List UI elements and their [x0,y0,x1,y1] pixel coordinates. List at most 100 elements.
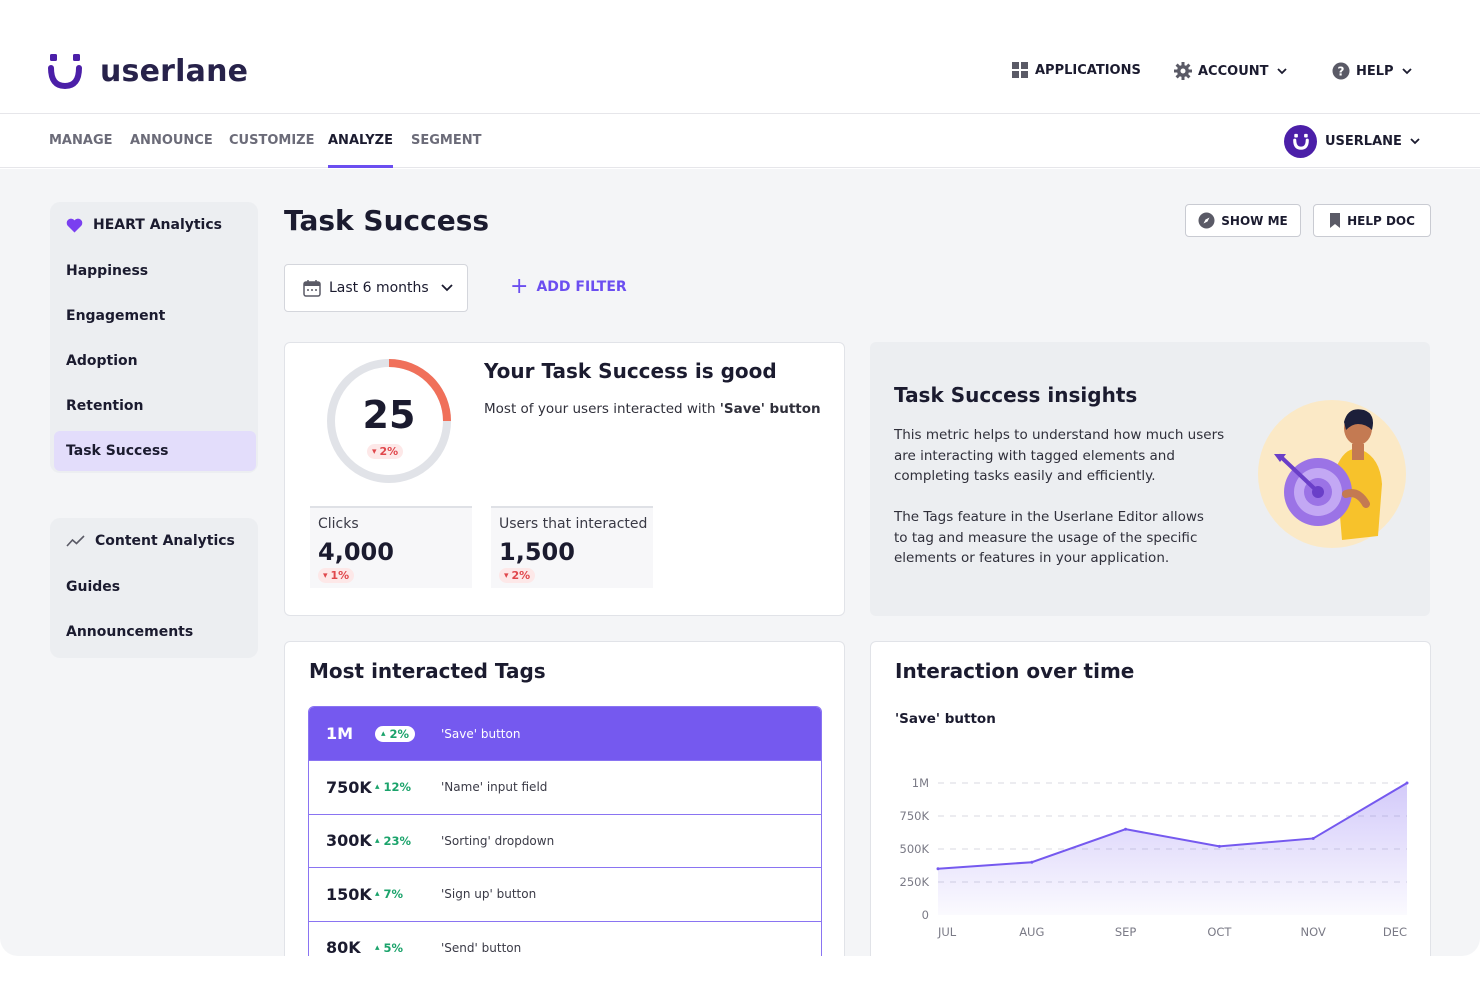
tag-delta-badge: 2% [375,725,416,742]
top-bar: userlane APPLICATIONS ACCOUNT ? HELP [0,0,1480,114]
gauge-fill [388,359,451,422]
insights-paragraph-2: The Tags feature in the Userlane Editor … [894,507,1234,569]
tab-analyze[interactable]: ANALYZE [328,114,393,168]
x-tick-label: JUL [937,925,957,939]
y-tick-label: 0 [922,908,929,922]
bookmark-icon [1330,213,1341,228]
tab-announce[interactable]: ANNOUNCE [130,133,213,148]
series-line [937,782,1408,870]
most-interacted-tags-card: Most interacted Tags 1M 2% 'Save' button… [284,641,845,956]
nav-help-label: HELP [1356,63,1394,79]
data-point [936,867,940,871]
tag-count: 1M [326,724,354,743]
trend-line-icon [66,535,85,547]
interaction-over-time-card: Interaction over time 'Save' button 0 250… [870,641,1431,956]
x-tick-label: DEC [1383,925,1407,939]
chart-series-label: 'Save' button [895,711,996,727]
tag-count: 750K [326,777,372,797]
insights-line: elements or features in your application… [894,550,1170,566]
compass-icon [1198,212,1215,229]
logo[interactable]: userlane [48,52,248,90]
interaction-chart: 0 250K 500K 750K 1M JUL AUG SEP OCT NOV DEC [900,776,1409,939]
date-range-value: Last 6 months [329,280,429,296]
target-illustration [1258,400,1406,548]
list-item[interactable]: 80K 5% 'Send' button [309,921,821,956]
insights-panel: Task Success insights This metric helps … [870,342,1430,616]
score-description-tag: 'Save' button [719,401,821,417]
nav-account-label: ACCOUNT [1198,63,1269,79]
stat-users-interacted: Users that interacted 1,500 2% [491,506,653,588]
show-me-button[interactable]: SHOW ME [1185,204,1301,237]
date-range-select[interactable]: Last 6 months [284,264,468,312]
chevron-down-icon [1410,138,1420,145]
x-tick-label: NOV [1301,925,1326,939]
sidebar-item-task-success[interactable]: Task Success [54,431,256,471]
stat-value: 4,000 [318,538,394,566]
task-success-score-card: 25 2% Your Task Success is good Most of … [284,342,845,616]
tab-segment[interactable]: SEGMENT [411,133,482,148]
tag-name: 'Send' button [441,940,522,955]
data-point [1030,860,1034,864]
list-item[interactable]: 1M 2% 'Save' button [309,707,821,761]
tag-delta-badge: 12% [375,780,412,794]
insights-line: The Tags feature in the Userlane Editor … [894,509,1204,525]
tag-count: 150K [326,884,372,904]
heart-analytics-menu: HEART Analytics Happiness Engagement Ado… [50,202,258,473]
insights-line: are interacting with tagged elements and [894,447,1175,464]
sidebar-item-announcements[interactable]: Announcements [66,624,194,640]
plus-icon: + [510,274,529,299]
chart-title: Interaction over time [895,659,1135,683]
sidebar-item-happiness[interactable]: Happiness [66,263,149,279]
help-doc-button[interactable]: HELP DOC [1313,204,1431,237]
tags-title: Most interacted Tags [309,659,546,683]
heart-icon [66,218,83,232]
main-content: HEART Analytics Happiness Engagement Ado… [0,169,1480,956]
svg-text:?: ? [1338,65,1345,79]
insights-line: completing tasks easily and efficiently. [894,468,1156,484]
nav-help[interactable]: ? HELP [1332,62,1418,80]
nav-applications[interactable]: APPLICATIONS [1012,62,1141,79]
question-icon: ? [1332,62,1350,80]
tab-manage[interactable]: MANAGE [49,133,113,148]
list-item[interactable]: 150K 7% 'Sign up' button [309,868,821,922]
tab-customize[interactable]: CUSTOMIZE [229,133,315,148]
calendar-icon [303,280,321,297]
add-filter-button[interactable]: + ADD FILTER [510,274,627,299]
grid-icon [1012,62,1028,78]
stat-label: Clicks [318,516,359,532]
tag-count: 80K [326,938,361,956]
list-item[interactable]: 750K 12% 'Name' input field [309,761,821,815]
sidebar-item-retention[interactable]: Retention [66,398,144,414]
list-item[interactable]: 300K 23% 'Sorting' dropdown [309,814,821,868]
data-point [1124,827,1128,831]
page-title: Task Success [284,204,490,237]
logo-icon [1292,133,1309,150]
content-analytics-title: Content Analytics [95,533,235,549]
tag-name: 'Save' button [441,726,521,741]
stat-delta-badge: 1% [318,568,355,583]
tag-name: 'Sorting' dropdown [441,833,555,848]
x-tick-label: OCT [1207,925,1232,939]
score-gauge [327,359,451,483]
tags-list: 1M 2% 'Save' button 750K 12% 'Name' inpu… [308,706,822,956]
tag-name: 'Name' input field [441,780,548,795]
score-heading: Your Task Success is good [484,359,777,383]
avatar [1284,125,1317,158]
stat-clicks: Clicks 4,000 1% [310,506,472,588]
insights-title: Task Success insights [894,383,1138,407]
y-tick-label: 500K [900,842,930,856]
sidebar-item-guides[interactable]: Guides [66,579,121,595]
score-description: Most of your users interacted with 'Save… [484,401,821,417]
gear-icon [1174,62,1192,80]
workspace-switcher[interactable]: USERLANE [1284,125,1420,158]
content-analytics-menu: Content Analytics Guides Announcements [50,518,258,658]
insights-line: to tag and measure the usage of the spec… [894,529,1198,546]
tag-delta: 2% [375,725,441,742]
sidebar-item-engagement[interactable]: Engagement [66,308,166,324]
sidebar-item-adoption[interactable]: Adoption [66,353,138,369]
chevron-down-icon [1401,67,1412,74]
brand-name: userlane [100,53,249,89]
score-description-text: Most of your users interacted with [484,401,720,417]
nav-account[interactable]: ACCOUNT [1174,62,1293,80]
tag-delta: 5% [375,941,441,955]
